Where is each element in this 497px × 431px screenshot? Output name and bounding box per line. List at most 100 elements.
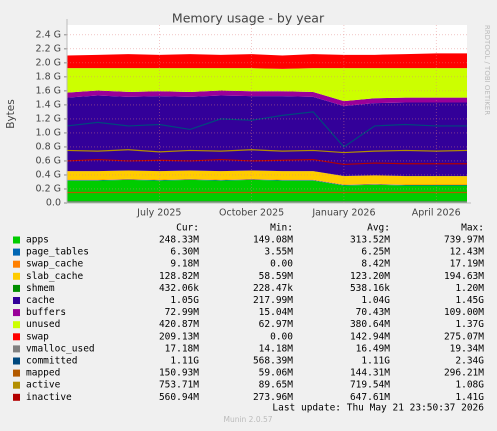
- area-swap: [67, 53, 467, 69]
- legend-swatch: [13, 345, 20, 353]
- legend-stat: 9.18M: [170, 259, 199, 270]
- legend-stat: 1.04G: [361, 295, 390, 306]
- legend-swatch: [13, 369, 20, 377]
- legend-stat: 273.96M: [253, 392, 293, 403]
- legend-stat: 19.34M: [450, 343, 485, 354]
- legend-stat: 0.00: [270, 259, 293, 270]
- last-update: Last update: Thu May 21 23:50:37 2026: [272, 403, 484, 414]
- legend-swatch: [13, 393, 20, 401]
- legend-label: buffers: [26, 307, 66, 318]
- legend-stat: 59.06M: [259, 368, 294, 379]
- legend-stat: 275.07M: [444, 331, 484, 342]
- legend-stat: 380.64M: [350, 319, 390, 330]
- legend-swatch: [13, 284, 20, 292]
- legend-swatch: [13, 236, 20, 244]
- legend-stat: 432.06k: [159, 283, 199, 294]
- legend-stat: 89.65M: [259, 380, 294, 391]
- legend-stat: 6.30M: [170, 247, 199, 258]
- legend-label: active: [26, 380, 61, 391]
- legend-stat: 647.61M: [350, 392, 390, 403]
- legend-stat: 128.82M: [159, 271, 199, 282]
- legend-stat: 142.94M: [350, 331, 390, 342]
- legend-stat: 209.13M: [159, 331, 199, 342]
- legend-stat: 420.87M: [159, 319, 199, 330]
- legend-stat: 58.59M: [259, 271, 294, 282]
- legend-stat: 1.37G: [455, 319, 484, 330]
- legend-stat: 15.04M: [259, 307, 294, 318]
- legend-stat: 568.39M: [253, 356, 293, 367]
- legend-stat: 538.16k: [350, 283, 390, 294]
- legend-stat: 560.94M: [159, 392, 199, 403]
- legend-label: slab_cache: [26, 271, 83, 282]
- legend-stat: 719.54M: [350, 380, 390, 391]
- legend-stat: 17.18M: [165, 343, 200, 354]
- legend-stat: 217.99M: [253, 295, 293, 306]
- y-tick-label: 0.4 G: [36, 169, 62, 180]
- legend-label: swap_cache: [26, 259, 83, 270]
- legend-stat: 144.31M: [350, 368, 390, 379]
- legend-label: vmalloc_used: [26, 343, 95, 354]
- legend-label: unused: [26, 319, 60, 330]
- y-tick-label: 2.4 G: [36, 29, 62, 40]
- area-slab-cache: [67, 170, 467, 185]
- legend-label: apps: [26, 235, 49, 246]
- y-tick-label: 2.0 G: [36, 57, 62, 68]
- area-swap-cache: [67, 178, 467, 186]
- legend-stat: 123.20M: [350, 271, 390, 282]
- legend-label: committed: [26, 356, 77, 367]
- legend-swatch: [13, 381, 20, 389]
- legend-stat: 1.20M: [455, 283, 484, 294]
- y-tick-label: 0.0: [46, 198, 61, 209]
- legend-swatch: [13, 357, 20, 365]
- area-apps: [67, 179, 467, 203]
- side-text: RRDTOOL / TOBI OETIKER: [483, 25, 491, 115]
- legend-stat: 149.08M: [253, 235, 293, 246]
- legend-stat: 1.11G: [361, 356, 390, 367]
- legend-stat: 16.49M: [356, 343, 391, 354]
- legend-column-header: Min:: [270, 223, 293, 234]
- legend-stat: 109.00M: [444, 307, 484, 318]
- legend-stat: 0.00: [270, 331, 293, 342]
- y-tick-label: 1.2 G: [36, 113, 62, 124]
- legend-swatch: [13, 248, 20, 256]
- chart-title: Memory usage - by year: [172, 11, 325, 26]
- y-tick-label: 1.4 G: [36, 99, 62, 110]
- legend-stat: 194.63M: [444, 271, 484, 282]
- legend-stat: 1.45G: [455, 295, 484, 306]
- legend-column-header: Max:: [461, 223, 484, 234]
- legend-swatch: [13, 309, 20, 317]
- legend-stat: 6.25M: [361, 247, 390, 258]
- area-unused: [67, 68, 467, 102]
- legend-label: mapped: [26, 368, 60, 379]
- legend-stat: 3.55M: [264, 247, 293, 258]
- y-tick-label: 0.2 G: [36, 183, 62, 194]
- y-tick-label: 1.0 G: [36, 127, 62, 138]
- legend-label: swap: [26, 331, 49, 342]
- legend-stat: 8.42M: [361, 259, 390, 270]
- y-tick-label: 2.2 G: [36, 43, 62, 54]
- legend-stat: 17.19M: [450, 259, 485, 270]
- legend-label: shmem: [26, 283, 55, 294]
- legend-stat: 150.93M: [159, 368, 199, 379]
- legend-label: page_tables: [26, 247, 89, 258]
- legend-stat: 313.52M: [350, 235, 390, 246]
- legend-swatch: [13, 333, 20, 341]
- legend-stat: 296.21M: [444, 368, 484, 379]
- area-page-tables: [67, 179, 467, 186]
- legend-column-header: Avg:: [367, 223, 390, 234]
- y-axis-label: Bytes: [5, 99, 17, 128]
- legend-stat: 2.34G: [455, 356, 484, 367]
- x-tick-label: January 2026: [311, 208, 375, 219]
- legend-stat: 739.97M: [444, 235, 484, 246]
- area-buffers: [67, 90, 467, 106]
- legend-swatch: [13, 297, 20, 304]
- legend-stat: 72.99M: [165, 307, 200, 318]
- y-tick-label: 0.6 G: [36, 155, 62, 166]
- legend-stat: 1.08G: [455, 380, 484, 391]
- area-cache: [67, 95, 467, 177]
- legend-label: cache: [26, 295, 55, 306]
- legend-stat: 70.43M: [356, 307, 391, 318]
- x-tick-label: October 2025: [219, 208, 284, 219]
- legend-swatch: [13, 272, 20, 280]
